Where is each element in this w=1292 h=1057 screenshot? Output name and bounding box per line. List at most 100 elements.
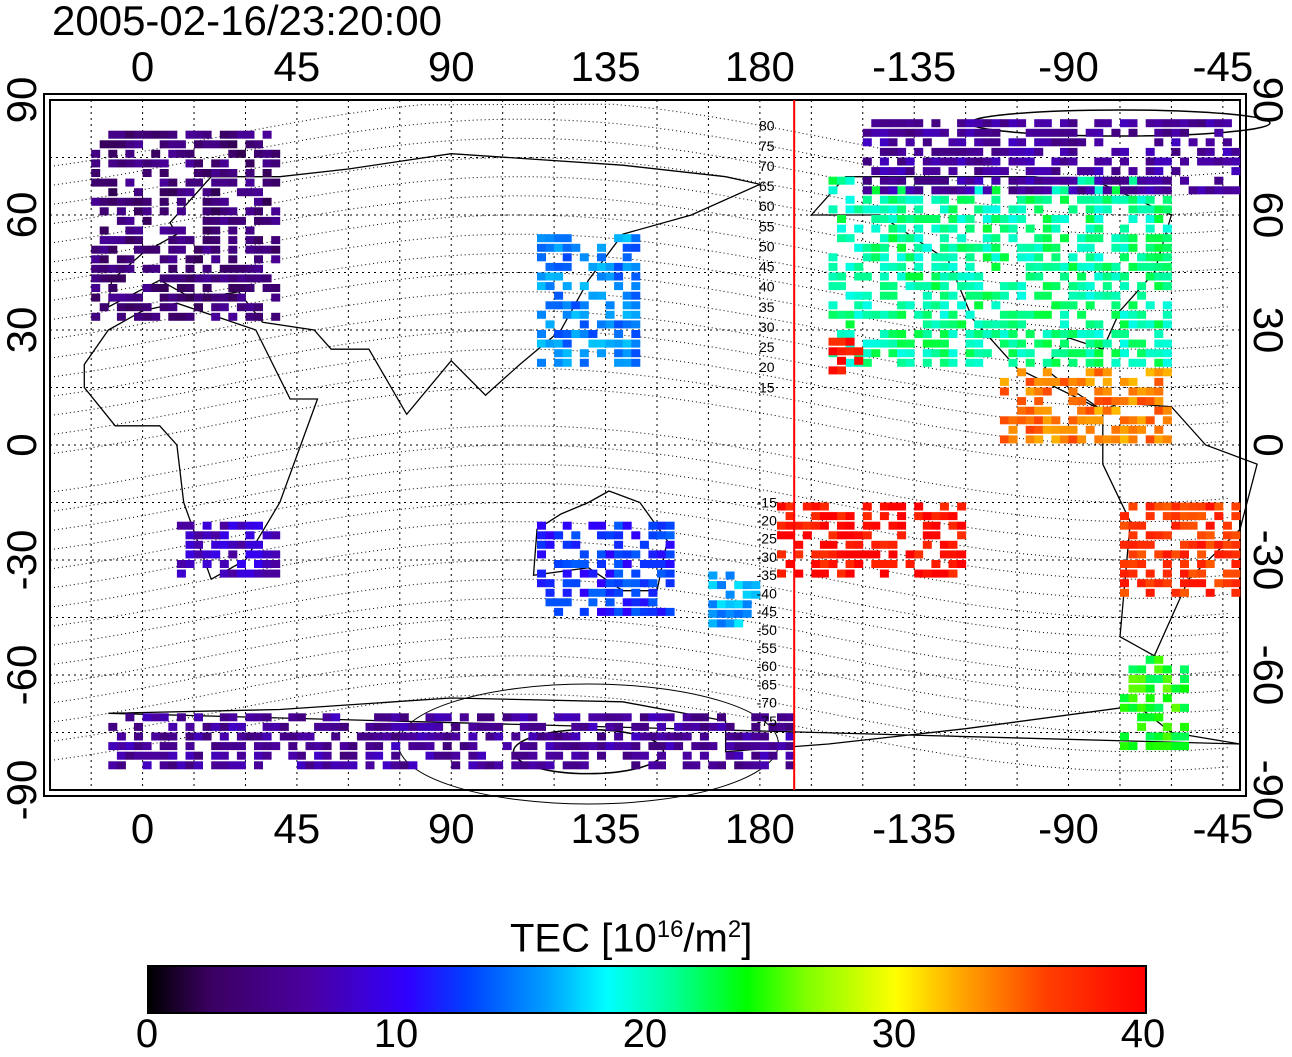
tec-cell — [477, 761, 486, 770]
tec-cell — [374, 732, 384, 741]
tec-cell — [742, 590, 752, 599]
tec-cell — [828, 253, 838, 262]
tec-cell — [134, 293, 143, 302]
tec-cell — [1060, 435, 1069, 444]
tec-cell — [751, 713, 761, 722]
tec-cell — [622, 320, 632, 329]
tec-cell — [837, 550, 846, 559]
tec-cell — [974, 339, 984, 348]
tec-cell — [939, 512, 949, 521]
tec-cell — [1017, 243, 1027, 252]
tec-cell — [845, 176, 855, 185]
tec-cell — [99, 303, 109, 312]
tec-cell — [708, 761, 718, 770]
tec-cell — [828, 282, 838, 291]
tec-cell — [1120, 694, 1129, 703]
tec-cell — [905, 215, 915, 223]
tec-cell — [1205, 186, 1215, 195]
right-latitude-tick: -90 — [1245, 759, 1292, 821]
tec-cell — [254, 140, 263, 149]
tec-cell — [657, 722, 666, 731]
tec-cell — [211, 216, 221, 225]
tec-cell — [819, 512, 829, 521]
tec-cell — [1042, 282, 1052, 291]
tec-cell — [262, 569, 272, 578]
contour-label: -60 — [757, 658, 777, 674]
tec-cell — [494, 761, 504, 770]
tec-cell — [1154, 243, 1164, 252]
tec-cell — [777, 550, 786, 559]
tec-cell — [1231, 550, 1241, 559]
tec-cell — [1060, 128, 1069, 137]
tec-cell — [905, 349, 915, 358]
tec-cell — [296, 761, 306, 770]
tec-cell — [605, 301, 615, 310]
right-latitude-tick: 30 — [1245, 306, 1292, 354]
tec-cell — [1128, 128, 1138, 137]
tec-cell — [648, 742, 658, 751]
tec-cell — [871, 215, 881, 223]
tec-cell — [254, 188, 263, 197]
tec-cell — [648, 579, 658, 588]
tec-cell — [948, 186, 958, 195]
tec-cell — [262, 169, 272, 177]
tec-cell — [554, 301, 564, 310]
tec-cell — [1068, 128, 1078, 137]
colorbar-tick: 30 — [871, 1012, 917, 1056]
tec-cell — [262, 274, 272, 283]
contour-label: -45 — [757, 604, 777, 620]
tec-cell — [597, 550, 606, 559]
tec-cell — [837, 330, 846, 338]
tec-cell — [914, 310, 924, 319]
tec-cell — [845, 234, 855, 243]
tec-cell — [271, 569, 281, 578]
tec-cell — [605, 272, 615, 281]
tec-cell — [862, 502, 872, 511]
tec-cell — [648, 713, 658, 722]
tec-cell — [1034, 195, 1044, 204]
tec-cell — [914, 569, 924, 578]
tec-cell — [622, 598, 632, 607]
tec-cell — [982, 186, 992, 195]
tec-cell — [1137, 684, 1147, 693]
tec-cell — [185, 188, 195, 197]
tec-cell — [879, 205, 889, 214]
tec-cell — [1034, 435, 1044, 444]
tec-cell — [1111, 397, 1121, 406]
tec-cell — [1085, 358, 1095, 367]
tec-cell — [254, 236, 263, 245]
tec-cell — [1034, 205, 1044, 214]
tec-cell — [1025, 167, 1035, 176]
tec-cell — [185, 742, 195, 751]
tec-cell — [1008, 234, 1018, 243]
timestamp-title: 2005-02-16/23:20:00 — [52, 0, 442, 44]
tec-cell — [1034, 119, 1044, 128]
tec-cell — [296, 713, 306, 722]
tec-cell — [1060, 262, 1069, 271]
tec-cell — [374, 742, 384, 751]
tec-cell — [1094, 368, 1104, 377]
tec-cell — [116, 732, 126, 741]
tec-cell — [1145, 397, 1155, 406]
tec-cell — [862, 512, 872, 521]
tec-cell — [288, 732, 298, 741]
tec-cell — [717, 713, 726, 722]
contour-label: 55 — [759, 218, 775, 234]
tec-cell — [1154, 550, 1164, 559]
tec-cell — [1102, 377, 1112, 386]
tec-cell — [1188, 579, 1198, 588]
tec-cell — [1137, 425, 1147, 434]
tec-cell — [597, 588, 606, 597]
tec-cell — [1111, 330, 1121, 338]
tec-cell — [974, 243, 984, 252]
tec-cell — [194, 751, 203, 760]
tec-cell — [485, 722, 495, 731]
tec-cell — [1042, 339, 1052, 348]
tec-cell — [254, 274, 263, 283]
tec-cell — [571, 761, 581, 770]
tec-cell — [665, 569, 675, 578]
tec-cell — [579, 550, 589, 559]
tec-cell — [236, 560, 246, 568]
tec-cell — [897, 502, 907, 511]
tec-cell — [1085, 176, 1095, 185]
